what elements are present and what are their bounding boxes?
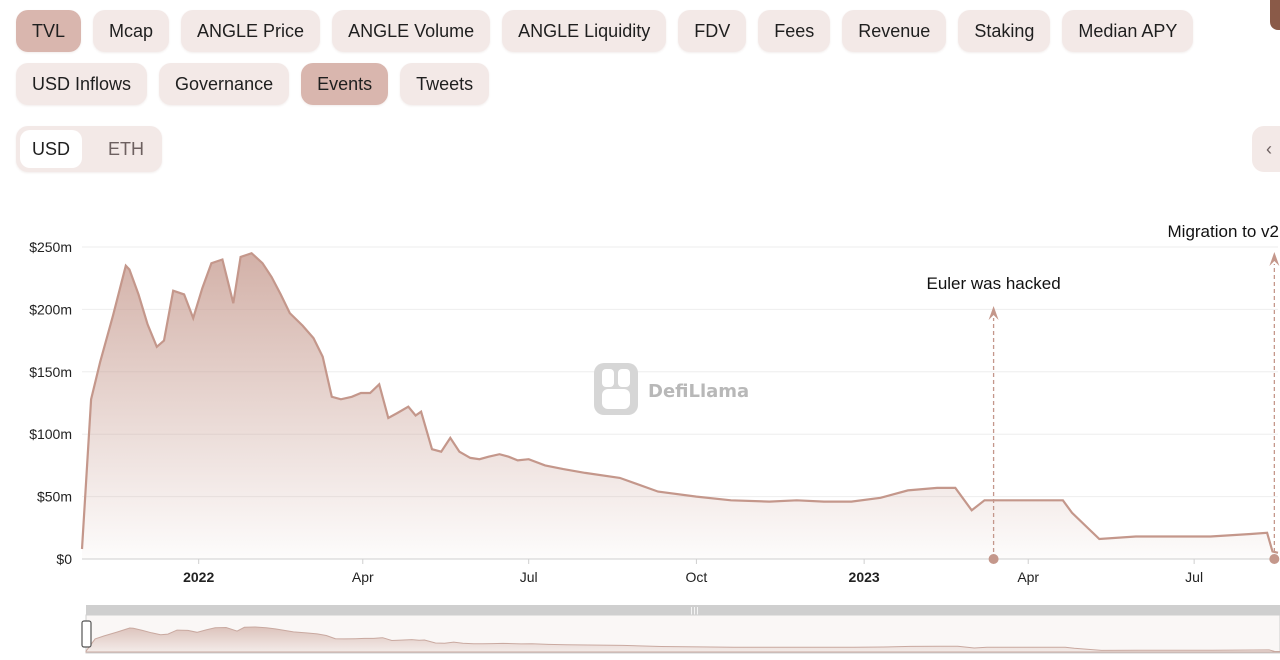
y-tick-label: $150m [29,364,72,380]
x-tick-label: Jul [520,569,538,585]
tab-governance[interactable]: Governance [159,63,290,105]
event-label: Euler was hacked [926,274,1060,293]
currency-eth-button[interactable]: ETH [108,139,145,159]
navigator-area [85,626,1280,653]
event-dot[interactable] [988,554,999,564]
currency-toggle: USD ETH [16,126,162,172]
tab-median-apy[interactable]: Median APY [1062,10,1194,52]
currency-usd-button[interactable]: USD [20,130,83,168]
tab-staking[interactable]: Staking [958,10,1051,52]
tab-angle-volume[interactable]: ANGLE Volume [332,10,491,52]
tab-tvl[interactable]: TVL [16,10,82,52]
tab-tweets[interactable]: Tweets [400,63,490,105]
y-tick-label: $0 [56,551,72,567]
tab-revenue[interactable]: Revenue [842,10,947,52]
x-tick-label: Jul [1185,569,1203,585]
y-tick-label: $250m [29,239,72,255]
defillama-watermark: DefiLlama [594,363,749,415]
y-tick-label: $200m [29,301,72,317]
event-arrow-icon [988,306,999,320]
chevron-left-icon: ‹ [1266,138,1272,159]
watermark-text: DefiLlama [648,381,749,402]
collapse-panel-button[interactable]: ‹ [1252,126,1280,172]
y-tick-label: $100m [29,426,72,442]
tab-mcap[interactable]: Mcap [93,10,170,52]
x-tick-label: Oct [686,569,708,585]
tab-fdv[interactable]: FDV [678,10,747,52]
tab-fees[interactable]: Fees [758,10,831,52]
tab-row-primary: TVL Mcap ANGLE Price ANGLE Volume ANGLE Liqu… [16,10,1194,52]
x-tick-label: 2022 [183,569,214,585]
x-tick-label: 2023 [849,569,880,585]
event-dot[interactable] [1269,554,1280,564]
tvl-area [82,253,1278,559]
tab-row-secondary: USD Inflows Governance Events Tweets [16,63,490,105]
x-tick-label: Apr [352,569,374,585]
x-tick-label: Apr [1017,569,1039,585]
tab-events[interactable]: Events [301,63,389,105]
event-arrow-icon [1269,252,1280,266]
scrollbar-grip-icon[interactable]: ||| [690,607,699,617]
tab-angle-price[interactable]: ANGLE Price [181,10,321,52]
navigator-scrollbar[interactable] [86,605,1280,615]
range-navigator[interactable]: ||| [81,605,1280,654]
tab-usd-inflows[interactable]: USD Inflows [16,63,148,105]
avatar [1270,0,1280,30]
event-label: Migration to v2 [1168,222,1280,241]
llama-logo-icon [594,363,638,415]
y-tick-label: $50m [37,489,72,505]
navigator-left-handle[interactable] [81,620,92,648]
tab-angle-liquidity[interactable]: ANGLE Liquidity [502,10,667,52]
